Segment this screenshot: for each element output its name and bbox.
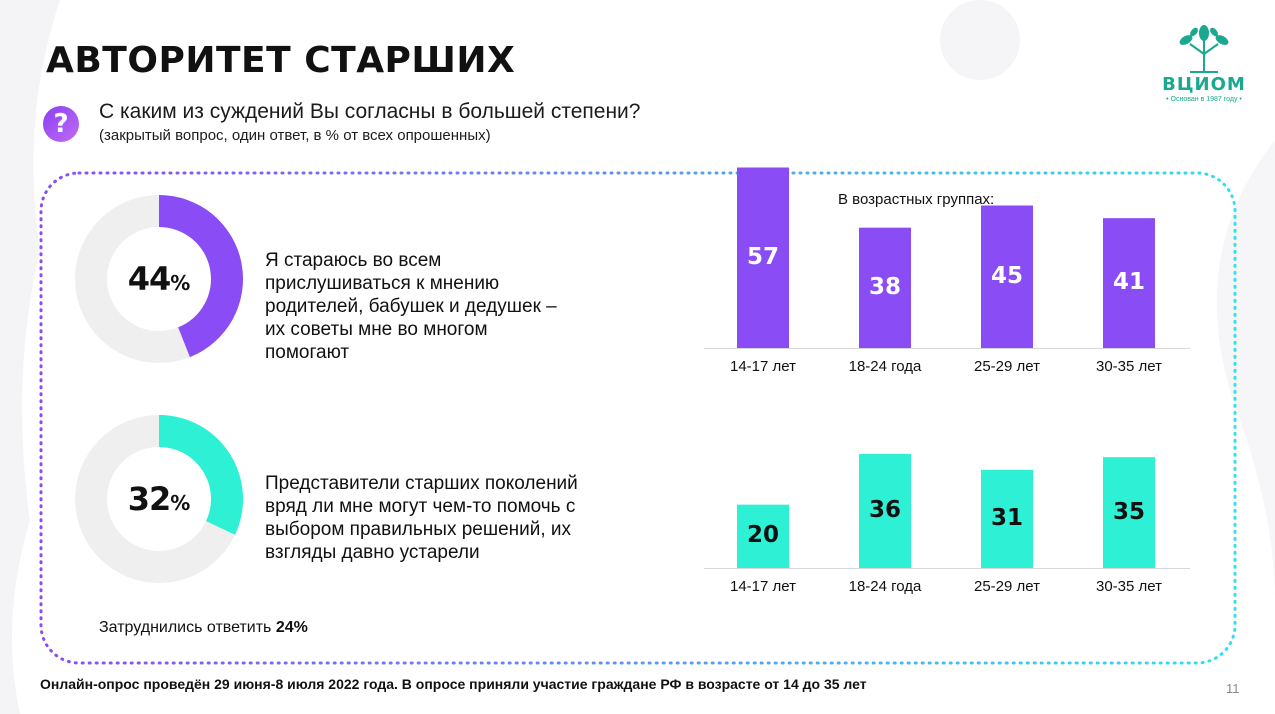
bar: [737, 504, 789, 568]
bar-value-label: 36: [868, 497, 901, 523]
donut-chart-elders-outdated: [75, 415, 244, 583]
bar-category-label: 25-29 лет: [974, 578, 1040, 595]
bar-value-label: 31: [990, 504, 1023, 531]
logo-tagline: • Основан в 1987 году •: [1166, 96, 1242, 103]
bar-value-label: 41: [1112, 269, 1145, 296]
donut-value-number: 44: [127, 260, 172, 298]
bar: [737, 167, 789, 348]
question-icon: ?: [43, 106, 79, 142]
difficult-label: Затруднились ответить: [99, 619, 272, 636]
bar: [859, 227, 911, 348]
donut-value-number: 32: [127, 480, 172, 518]
bar-category-label: 18-24 года: [848, 578, 922, 595]
statement-elders-help: Я стараюсь во всем прислушиваться к мнен…: [265, 250, 557, 363]
question-note: (закрытый вопрос, один ответ, в % от все…: [99, 127, 491, 144]
bar: [1103, 218, 1155, 348]
bar-value-label: 20: [746, 522, 779, 549]
question-text: С каким из суждений Вы согласны в больше…: [99, 100, 641, 123]
donut-value-elders-help: 44%: [89, 260, 229, 298]
page-number: 11: [1226, 681, 1240, 696]
bar-category-label: 30-35 лет: [1096, 358, 1162, 375]
statement-elders-outdated: Представители старших поколений вряд ли …: [265, 473, 578, 563]
bar-value-label: 45: [990, 262, 1023, 289]
tree-logo-icon: [1179, 25, 1229, 73]
bar: [859, 454, 911, 568]
bar: [981, 469, 1033, 568]
survey-footnote: Онлайн-опрос проведён 29 июня-8 июля 202…: [40, 676, 867, 692]
bar-value-label: 57: [746, 243, 779, 270]
difficult-value: 24%: [275, 619, 308, 636]
age-groups-caption: В возрастных группах:: [838, 191, 995, 208]
donut-value-unit: %: [170, 271, 191, 295]
donut-value-unit: %: [170, 491, 191, 515]
content-frame: [39, 171, 1237, 665]
donut-slice: [159, 415, 244, 535]
donut-chart-elders-help: [75, 195, 244, 363]
bar-category-label: 25-29 лет: [974, 358, 1040, 375]
bar-category-label: 14-17 лет: [730, 358, 796, 375]
donut-value-elders-outdated: 32%: [89, 480, 229, 518]
page-title: АВТОРИТЕТ СТАРШИХ: [46, 40, 516, 81]
bar-chart-elders-help: 57 14-17 лет 38 18-24 года 45 25-29 лет 41 30-3…: [700, 150, 1200, 380]
logo-name: ВЦИОМ: [1162, 74, 1246, 95]
bar: [1103, 457, 1155, 568]
bar-value-label: 38: [868, 273, 901, 300]
difficult-to-answer: Затруднились ответить 24%: [99, 619, 308, 637]
bar-plot-area: [704, 454, 1190, 569]
donut-slice: [159, 195, 244, 358]
bar-category-label: 30-35 лет: [1096, 578, 1162, 595]
bar-category-label: 18-24 года: [848, 358, 922, 375]
logo: ВЦИОМ • Основан в 1987 году •: [1154, 24, 1254, 108]
bar-value-label: 35: [1112, 498, 1145, 525]
bar-plot-area: [704, 167, 1190, 349]
bar: [981, 205, 1033, 348]
bar-category-label: 14-17 лет: [730, 578, 796, 595]
bar-chart-elders-outdated: 20 14-17 лет 36 18-24 года 31 25-29 лет 35 30-3…: [700, 370, 1200, 600]
